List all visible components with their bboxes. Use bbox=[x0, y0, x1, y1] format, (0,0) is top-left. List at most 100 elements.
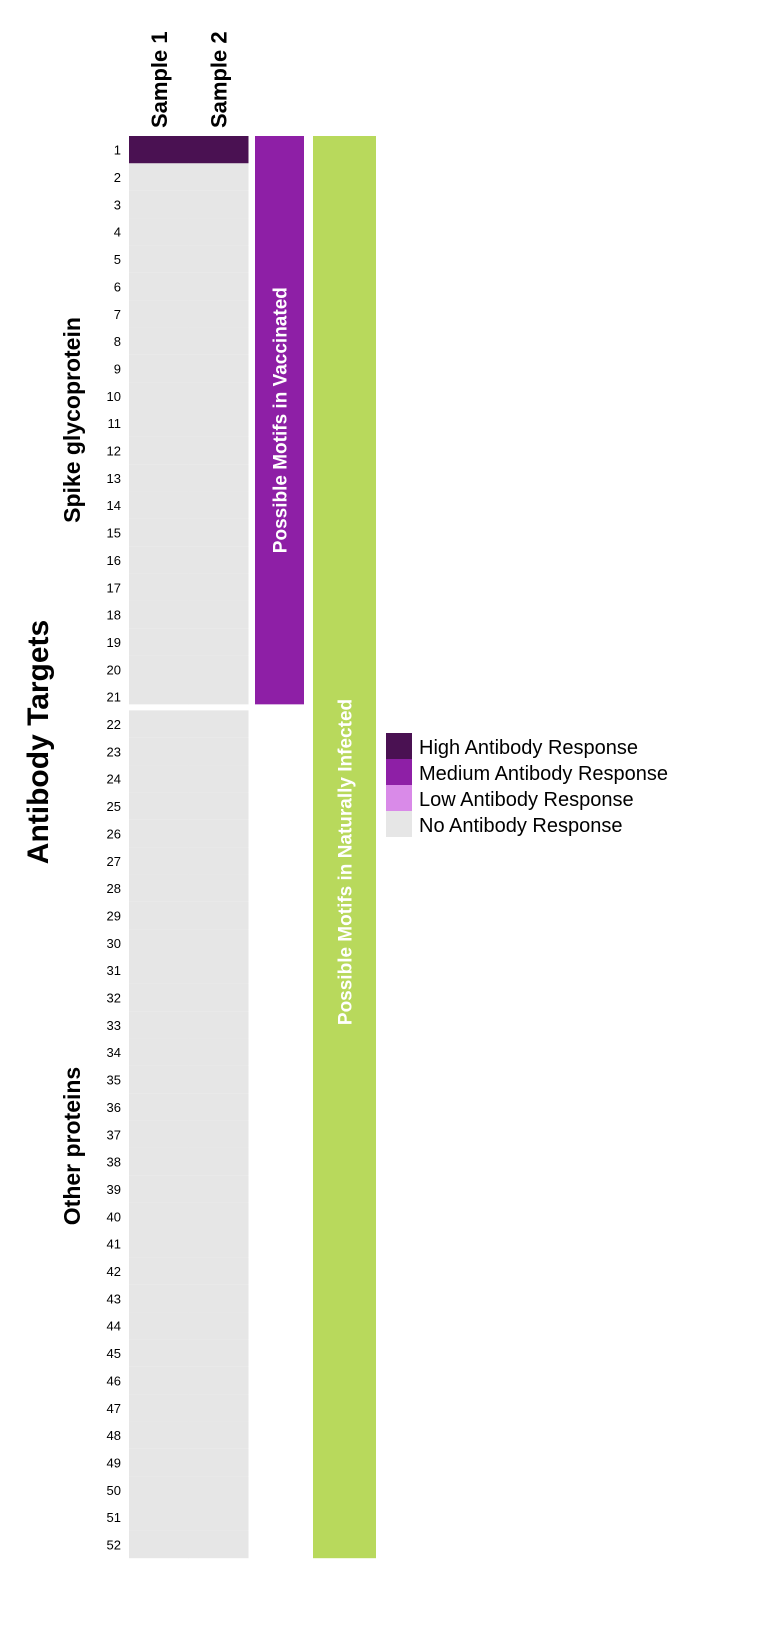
row-label: 22 bbox=[107, 717, 121, 732]
row-label: 4 bbox=[114, 225, 121, 240]
heatmap-cell bbox=[188, 1011, 249, 1039]
row-label: 40 bbox=[107, 1209, 121, 1224]
heatmap-cell bbox=[129, 1448, 189, 1477]
row-label: 35 bbox=[107, 1073, 121, 1088]
heatmap-cell bbox=[129, 655, 189, 683]
motif-bars: Possible Motifs in Vaccinated Possible Mo… bbox=[255, 136, 376, 1559]
row-label: 15 bbox=[107, 526, 121, 541]
heatmap-cell bbox=[129, 683, 189, 705]
heatmap-cell bbox=[129, 300, 189, 328]
heatmap-cell bbox=[129, 436, 189, 465]
motif-bar-label: Possible Motifs in Naturally Infected bbox=[336, 699, 357, 1025]
heatmap-cell bbox=[188, 190, 249, 219]
row-label: 1 bbox=[114, 143, 121, 158]
heatmap-cell bbox=[129, 847, 189, 875]
legend-label: Low Antibody Response bbox=[419, 789, 634, 811]
heatmap-cell bbox=[188, 847, 249, 875]
heatmap-cell bbox=[129, 163, 189, 191]
heatmap-cell bbox=[188, 765, 249, 793]
heatmap-cell bbox=[129, 901, 189, 930]
heatmap-cell bbox=[188, 1476, 249, 1504]
heatmap-cell bbox=[129, 1093, 189, 1121]
heatmap-cell bbox=[188, 1093, 249, 1121]
heatmap-cell bbox=[129, 218, 189, 246]
row-label: 41 bbox=[107, 1237, 121, 1252]
heatmap-cell bbox=[129, 1038, 189, 1066]
heatmap-cell bbox=[188, 1065, 249, 1094]
heatmap-cell bbox=[188, 1421, 249, 1449]
heatmap-cell bbox=[188, 163, 249, 191]
row-label: 25 bbox=[107, 799, 121, 814]
heatmap-cell bbox=[188, 464, 249, 492]
heatmap-cell bbox=[188, 327, 249, 355]
row-label: 50 bbox=[107, 1483, 121, 1498]
row-label: 9 bbox=[114, 361, 121, 376]
row-labels: 1234567891011121314151617181920212223242… bbox=[107, 143, 121, 1553]
heatmap-cell bbox=[129, 628, 189, 656]
heatmap-cell bbox=[188, 874, 249, 902]
heatmap-cell bbox=[188, 409, 249, 437]
heatmap-cell bbox=[188, 218, 249, 246]
row-group-labels: Spike glycoprotein Other proteins bbox=[59, 317, 85, 1225]
heatmap-cell bbox=[188, 1202, 249, 1230]
row-label: 2 bbox=[114, 170, 121, 185]
legend-swatch bbox=[386, 733, 412, 759]
heatmap-cell bbox=[129, 272, 189, 301]
row-label: 27 bbox=[107, 854, 121, 869]
heatmap-cell bbox=[129, 956, 189, 984]
heatmap-cell bbox=[129, 1175, 189, 1203]
heatmap-cell bbox=[129, 190, 189, 219]
heatmap-cells bbox=[129, 136, 249, 1559]
row-label: 19 bbox=[107, 635, 121, 650]
heatmap-cell bbox=[188, 136, 249, 164]
heatmap-cell bbox=[188, 901, 249, 930]
heatmap-cell bbox=[129, 874, 189, 902]
heatmap-cell bbox=[188, 1147, 249, 1176]
heatmap-cell bbox=[129, 382, 189, 410]
heatmap-cell bbox=[129, 1312, 189, 1340]
heatmap-cell bbox=[129, 573, 189, 601]
row-label: 48 bbox=[107, 1428, 121, 1443]
heatmap-cell bbox=[129, 491, 189, 519]
legend-label: Medium Antibody Response bbox=[419, 763, 668, 785]
row-label: 10 bbox=[107, 389, 121, 404]
heatmap-cell bbox=[188, 1339, 249, 1367]
heatmap-cell bbox=[188, 1175, 249, 1203]
heatmap-cell bbox=[188, 819, 249, 848]
row-label: 39 bbox=[107, 1182, 121, 1197]
row-label: 12 bbox=[107, 444, 121, 459]
row-label: 32 bbox=[107, 991, 121, 1006]
heatmap-cell bbox=[188, 1366, 249, 1395]
heatmap-cell bbox=[188, 737, 249, 766]
heatmap-cell bbox=[129, 1394, 189, 1422]
heatmap-cell bbox=[129, 1421, 189, 1449]
row-label: 21 bbox=[107, 690, 121, 705]
heatmap-cell bbox=[129, 1120, 189, 1148]
row-label: 16 bbox=[107, 553, 121, 568]
heatmap-cell bbox=[129, 792, 189, 820]
row-label: 37 bbox=[107, 1127, 121, 1142]
legend-label: High Antibody Response bbox=[419, 737, 638, 759]
row-label: 5 bbox=[114, 252, 121, 267]
heatmap-cell bbox=[129, 710, 189, 738]
motif-bar-label: Possible Motifs in Vaccinated bbox=[271, 287, 292, 553]
heatmap-cell bbox=[129, 1530, 189, 1559]
legend-swatch bbox=[386, 759, 412, 785]
heatmap-cell bbox=[129, 1476, 189, 1504]
row-label: 17 bbox=[107, 580, 121, 595]
row-label: 43 bbox=[107, 1291, 121, 1306]
row-label: 24 bbox=[107, 772, 121, 787]
heatmap-cell bbox=[188, 272, 249, 301]
heatmap-cell bbox=[188, 628, 249, 656]
heatmap-cell bbox=[188, 792, 249, 820]
heatmap-cell bbox=[188, 1312, 249, 1340]
heatmap-cell bbox=[188, 546, 249, 574]
heatmap-cell bbox=[188, 710, 249, 738]
heatmap-cell bbox=[188, 929, 249, 957]
row-label: 34 bbox=[107, 1045, 121, 1060]
heatmap-cell bbox=[129, 765, 189, 793]
heatmap-cell bbox=[129, 327, 189, 355]
legend-swatch bbox=[386, 785, 412, 811]
row-label: 36 bbox=[107, 1100, 121, 1115]
heatmap-cell bbox=[129, 546, 189, 574]
